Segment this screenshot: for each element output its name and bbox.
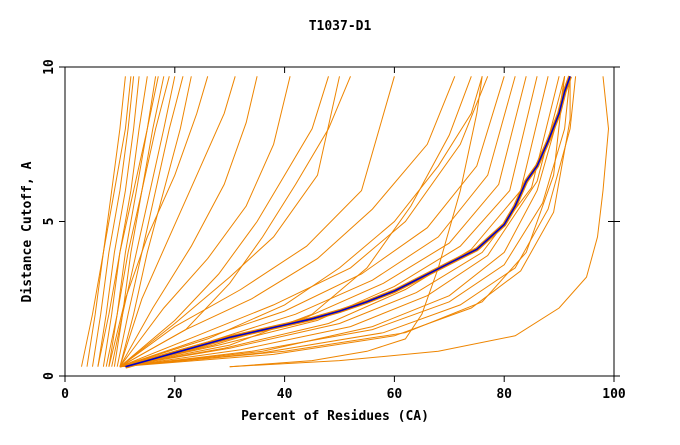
- model-series-line: [102, 76, 148, 367]
- model-series-line: [119, 76, 291, 367]
- x-tick-label: 0: [61, 387, 69, 402]
- x-tick-label: 20: [167, 387, 183, 402]
- model-series-line: [119, 76, 527, 368]
- model-series-line: [119, 76, 571, 368]
- model-series-line: [119, 76, 505, 368]
- model-series-line: [113, 76, 165, 367]
- model-series-line: [119, 76, 340, 368]
- x-tick-label: 100: [602, 387, 626, 402]
- model-series-line: [119, 76, 489, 368]
- model-series-line: [119, 76, 566, 368]
- x-tick-label: 40: [277, 387, 293, 402]
- y-tick-label: 0: [42, 372, 57, 380]
- y-axis-label: Distance Cutoff, A: [20, 161, 35, 302]
- x-axis-label: Percent of Residues (CA): [241, 409, 429, 424]
- model-series-line: [119, 76, 549, 368]
- y-tick-label: 10: [42, 59, 57, 75]
- model-series-line: [119, 76, 258, 367]
- model-series-line: [119, 76, 472, 368]
- model-series-line: [119, 76, 538, 368]
- model-series-line: [97, 76, 140, 367]
- chart-title: T1037-D1: [309, 19, 372, 34]
- model-series-line: [119, 76, 516, 368]
- model-series-line: [119, 76, 351, 368]
- model-series-line: [97, 76, 159, 367]
- highlight-layer: [124, 75, 572, 369]
- y-tick-label: 5: [42, 218, 57, 226]
- model-series-line: [119, 76, 192, 367]
- model-series-line: [119, 76, 571, 368]
- model-series-line: [86, 76, 126, 367]
- model-series-line: [111, 76, 176, 367]
- model-series-line: [119, 76, 395, 368]
- series-layer: [81, 76, 610, 368]
- model-series-line: [119, 76, 566, 368]
- model-series-line: [119, 76, 329, 368]
- model-series-line: [116, 76, 184, 367]
- model-series-line: [119, 76, 560, 368]
- ticks-layer: 0 20 40 60 80 100 0 5 10: [42, 59, 626, 402]
- model-series-line: [119, 76, 483, 368]
- model-series-line: [229, 76, 483, 368]
- model-series-line: [108, 76, 209, 367]
- x-tick-label: 60: [387, 387, 403, 402]
- model-series-line: [105, 76, 170, 367]
- model-series-line: [119, 76, 236, 367]
- model-series-line: [119, 76, 566, 368]
- model-series-line: [81, 76, 132, 367]
- model-series-line: [229, 76, 610, 368]
- model-series-line: [92, 76, 135, 367]
- highlight-series-line: [125, 76, 571, 368]
- x-tick-label: 80: [496, 387, 512, 402]
